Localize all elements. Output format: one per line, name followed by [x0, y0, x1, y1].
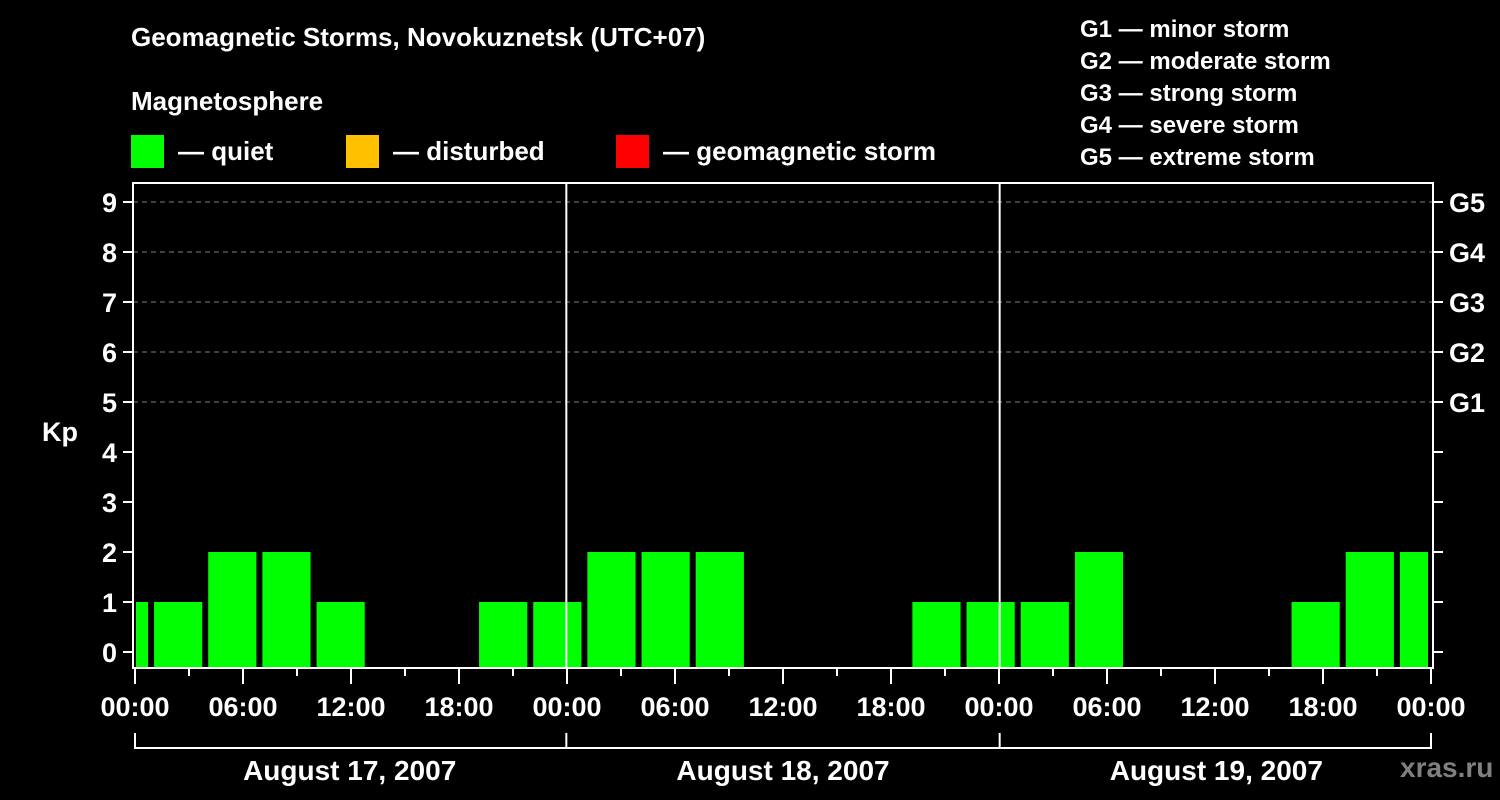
kp-bar: [1399, 552, 1428, 668]
y-tick-label: 6: [102, 338, 117, 368]
g-level-item: G2 — moderate storm: [1080, 48, 1331, 75]
y-tick-label: 7: [102, 288, 117, 318]
g-level-list: G1 — minor storm G2 — moderate storm G3 …: [1080, 14, 1331, 174]
kp-bar: [316, 602, 365, 668]
axis-labels: 0 1 2 3 4 5 6 7 8 9 G1 G2 G3 G4 G5 Kp 00:00 06:00 12:00 18:…: [42, 188, 1485, 786]
x-tick-label: 06:00: [1072, 692, 1141, 722]
g-level-label: G4: [1449, 238, 1485, 268]
kp-bar: [912, 602, 961, 668]
grid-lines: [133, 201, 1433, 403]
kp-bar: [136, 602, 149, 668]
kp-bar: [154, 602, 203, 668]
x-tick-label: 12:00: [316, 692, 385, 722]
kp-bar: [695, 552, 744, 668]
kp-bar: [1020, 602, 1069, 668]
y-tick-label: 9: [102, 188, 117, 218]
kp-bar: [966, 602, 1015, 668]
legend-item-disturbed: — disturbed: [346, 134, 545, 168]
y-tick-label: 0: [102, 638, 117, 668]
y-axis-label: Kp: [42, 417, 78, 447]
day-label: August 19, 2007: [1110, 755, 1323, 786]
kp-bar: [262, 552, 311, 668]
kp-bar: [479, 602, 528, 668]
x-tick-label: 00:00: [532, 692, 601, 722]
y-tick-label: 3: [102, 488, 117, 518]
kp-bars: [136, 552, 1428, 668]
legend-item-quiet: — quiet: [131, 134, 273, 168]
legend-label: — quiet: [178, 135, 274, 166]
g-level-label: G5: [1449, 188, 1485, 218]
y-tick-label: 8: [102, 238, 117, 268]
watermark: xras.ru: [1400, 752, 1494, 783]
g-level-label: G1: [1449, 388, 1485, 418]
axes: [123, 182, 1443, 749]
y-tick-label: 4: [102, 438, 117, 468]
kp-bar: [641, 552, 690, 668]
day-label: August 17, 2007: [243, 755, 456, 786]
quiet-swatch-icon: [131, 134, 164, 168]
day-label: August 18, 2007: [676, 755, 889, 786]
day-bracket: [134, 733, 1432, 749]
kp-bar: [533, 602, 582, 668]
x-tick-label: 18:00: [856, 692, 925, 722]
x-tick-label: 00:00: [1396, 692, 1465, 722]
x-tick-label: 00:00: [964, 692, 1033, 722]
legend-label: — geomagnetic storm: [663, 135, 937, 166]
x-tick-label: 00:00: [100, 692, 169, 722]
kp-bar: [587, 552, 636, 668]
kp-bar: [1074, 552, 1124, 668]
x-tick-label: 06:00: [208, 692, 277, 722]
chart-title: Geomagnetic Storms, Novokuznetsk (UTC+07…: [131, 22, 706, 52]
kp-bar: [1345, 552, 1394, 668]
legend-title: Magnetosphere: [131, 86, 324, 116]
x-tick-label: 18:00: [1288, 692, 1357, 722]
g-level-item: G4 — severe storm: [1080, 112, 1299, 139]
legend-item-storm: — geomagnetic storm: [616, 134, 936, 168]
g-level-label: G3: [1449, 288, 1485, 318]
y-tick-label: 5: [102, 388, 117, 418]
kp-bar: [1291, 602, 1340, 668]
storm-swatch-icon: [616, 134, 649, 168]
g-level-item: G5 — extreme storm: [1080, 144, 1315, 171]
x-tick-label: 06:00: [640, 692, 709, 722]
g-level-label: G2: [1449, 338, 1485, 368]
kp-bar: [208, 552, 257, 668]
g-level-item: G1 — minor storm: [1080, 16, 1290, 43]
x-tick-label: 18:00: [424, 692, 493, 722]
y-tick-label: 2: [102, 538, 117, 568]
disturbed-swatch-icon: [346, 134, 379, 168]
legend-label: — disturbed: [393, 135, 545, 166]
x-tick-label: 12:00: [748, 692, 817, 722]
x-tick-label: 12:00: [1180, 692, 1249, 722]
g-level-item: G3 — strong storm: [1080, 80, 1298, 107]
y-tick-label: 1: [102, 588, 117, 618]
plot-frame: [132, 182, 1434, 669]
